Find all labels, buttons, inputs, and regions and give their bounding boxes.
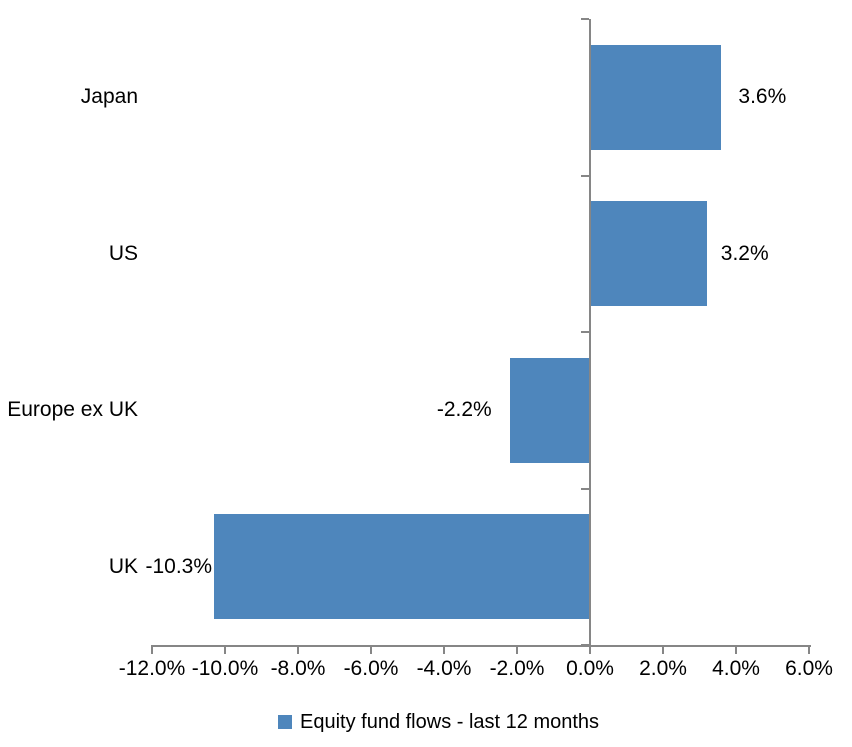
x-axis-tick — [516, 645, 518, 654]
x-tick-label: 0.0% — [566, 657, 614, 680]
category-label-europe-ex-uk: Europe ex UK — [7, 398, 138, 422]
x-axis-tick — [662, 645, 664, 654]
bar-uk — [214, 514, 590, 620]
y-axis-tick — [581, 18, 589, 20]
legend-marker-icon — [278, 715, 292, 729]
x-axis-tick — [735, 645, 737, 654]
x-axis-tick — [224, 645, 226, 654]
x-tick-label: 4.0% — [712, 657, 760, 680]
x-tick-label: 2.0% — [639, 657, 687, 680]
x-tick-label: -10.0% — [191, 657, 259, 680]
x-axis-tick — [808, 645, 810, 654]
x-tick-label: 6.0% — [785, 657, 833, 680]
x-axis-line — [152, 645, 811, 647]
x-tick-label: -6.0% — [343, 657, 399, 680]
value-label-japan: 3.6% — [738, 85, 787, 109]
x-tick-label: -2.0% — [489, 657, 545, 680]
x-axis-tick — [370, 645, 372, 654]
bar-europe-ex-uk — [509, 357, 590, 463]
value-label-us: 3.2% — [720, 241, 769, 265]
bar-japan — [590, 44, 722, 150]
category-label-us: US — [108, 241, 138, 265]
legend-label: Equity fund flows - last 12 months — [300, 711, 600, 733]
y-axis-line — [589, 19, 591, 654]
x-tick-label: -4.0% — [416, 657, 472, 680]
value-label-europe-ex-uk: -2.2% — [436, 398, 492, 422]
x-tick-label: -12.0% — [118, 657, 186, 680]
y-axis-tick — [581, 331, 589, 333]
bar-us — [590, 201, 707, 307]
category-label-uk: UK — [108, 554, 138, 578]
category-label-japan: Japan — [80, 85, 138, 109]
x-axis-tick — [443, 645, 445, 654]
legend: Equity fund flows - last 12 months — [278, 708, 599, 736]
y-axis-tick — [581, 174, 589, 177]
value-label-uk: -10.3% — [145, 554, 213, 578]
x-axis-tick — [297, 645, 299, 654]
x-axis-tick — [151, 645, 153, 654]
y-axis-tick — [581, 487, 589, 490]
x-tick-label: -8.0% — [270, 657, 326, 680]
